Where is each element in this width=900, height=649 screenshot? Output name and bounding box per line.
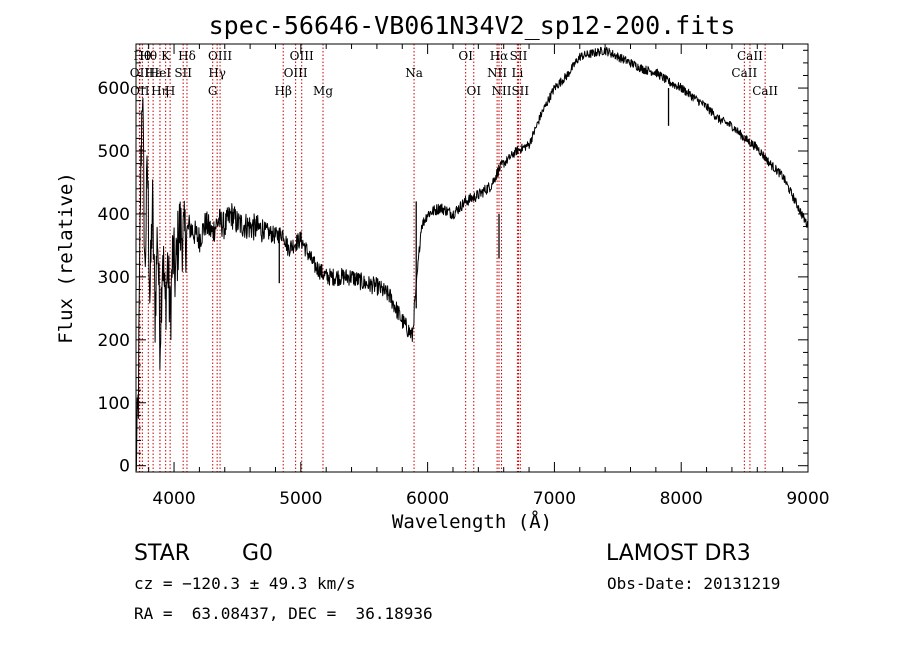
obs-date: Obs-Date: 20131219	[607, 574, 781, 593]
line-label-24: Li	[511, 66, 523, 80]
line-label-7: K	[161, 49, 171, 63]
line-label-26: SII	[511, 84, 529, 98]
line-label-21: NII	[487, 66, 507, 80]
line-label-6: Hη	[151, 84, 169, 98]
line-label-29: CaII	[752, 84, 778, 98]
line-label-1: OII	[130, 66, 150, 80]
line-label-27: CaII	[731, 66, 757, 80]
line-label-16: OIII	[290, 49, 314, 63]
line-label-9: SII	[174, 66, 192, 80]
x-axis-label: Wavelength (Å)	[392, 510, 552, 533]
line-label-18: Na	[405, 66, 423, 80]
chart-title: spec-56646-VB061N34V2_sp12-200.fits	[209, 11, 736, 40]
x-tick-label-3: 7000	[533, 489, 576, 509]
line-label-11: G	[208, 84, 218, 98]
y-tick-label-3: 300	[98, 268, 130, 288]
line-label-19: OI	[458, 49, 473, 63]
line-label-5: HeI	[149, 66, 172, 80]
y-tick-label-6: 600	[98, 79, 130, 99]
flux-line	[135, 46, 809, 471]
line-label-15: OIII	[284, 66, 308, 80]
y-tick-label-5: 500	[98, 142, 130, 162]
y-tick-label-0: 0	[119, 457, 130, 477]
line-label-12: Hγ	[208, 66, 226, 80]
x-tick-label-2: 6000	[406, 489, 449, 509]
x-tick-label-4: 8000	[660, 489, 703, 509]
plot-frame	[135, 43, 809, 473]
line-label-2: OII	[130, 84, 150, 98]
line-label-0: Hθ	[133, 49, 151, 63]
y-tick-label-4: 400	[98, 205, 130, 225]
object-subclass: G0	[242, 541, 274, 566]
y-tick-label-1: 100	[98, 394, 130, 414]
line-label-22: Hα	[490, 49, 509, 63]
y-axis-label: Flux (relative)	[55, 172, 77, 344]
line-label-8: H	[165, 84, 175, 98]
line-label-10: Hδ	[178, 49, 196, 63]
line-label-23: NII	[492, 84, 512, 98]
line-markers	[138, 44, 766, 472]
x-tick-label-1: 5000	[279, 489, 322, 509]
line-label-13: OIII	[208, 49, 232, 63]
survey-label: LAMOST DR3	[606, 541, 751, 566]
coordinates: RA = 63.08437, DEC = 36.18936	[134, 604, 433, 623]
line-label-25: SII	[510, 49, 528, 63]
line-label-20: OI	[466, 84, 481, 98]
line-label-3: Hθ	[139, 49, 157, 63]
x-tick-label-0: 4000	[152, 489, 195, 509]
line-label-14: Hβ	[275, 84, 292, 98]
object-class: STAR	[134, 541, 191, 566]
x-tick-label-5: 9000	[786, 489, 829, 509]
line-label-28: CaII	[737, 49, 763, 63]
line-label-4: Hε	[145, 66, 162, 80]
flux-series	[135, 46, 809, 471]
y-tick-label-2: 200	[98, 331, 130, 351]
x-axis-ticks: 4000 5000 6000 7000 8000 9000	[148, 44, 830, 509]
redshift-readout: cz = −120.3 ± 49.3 km/s	[134, 574, 356, 593]
y-axis-ticks: 0 100 200 300 400 500 600	[98, 49, 808, 477]
line-label-17: Mg	[313, 84, 333, 98]
